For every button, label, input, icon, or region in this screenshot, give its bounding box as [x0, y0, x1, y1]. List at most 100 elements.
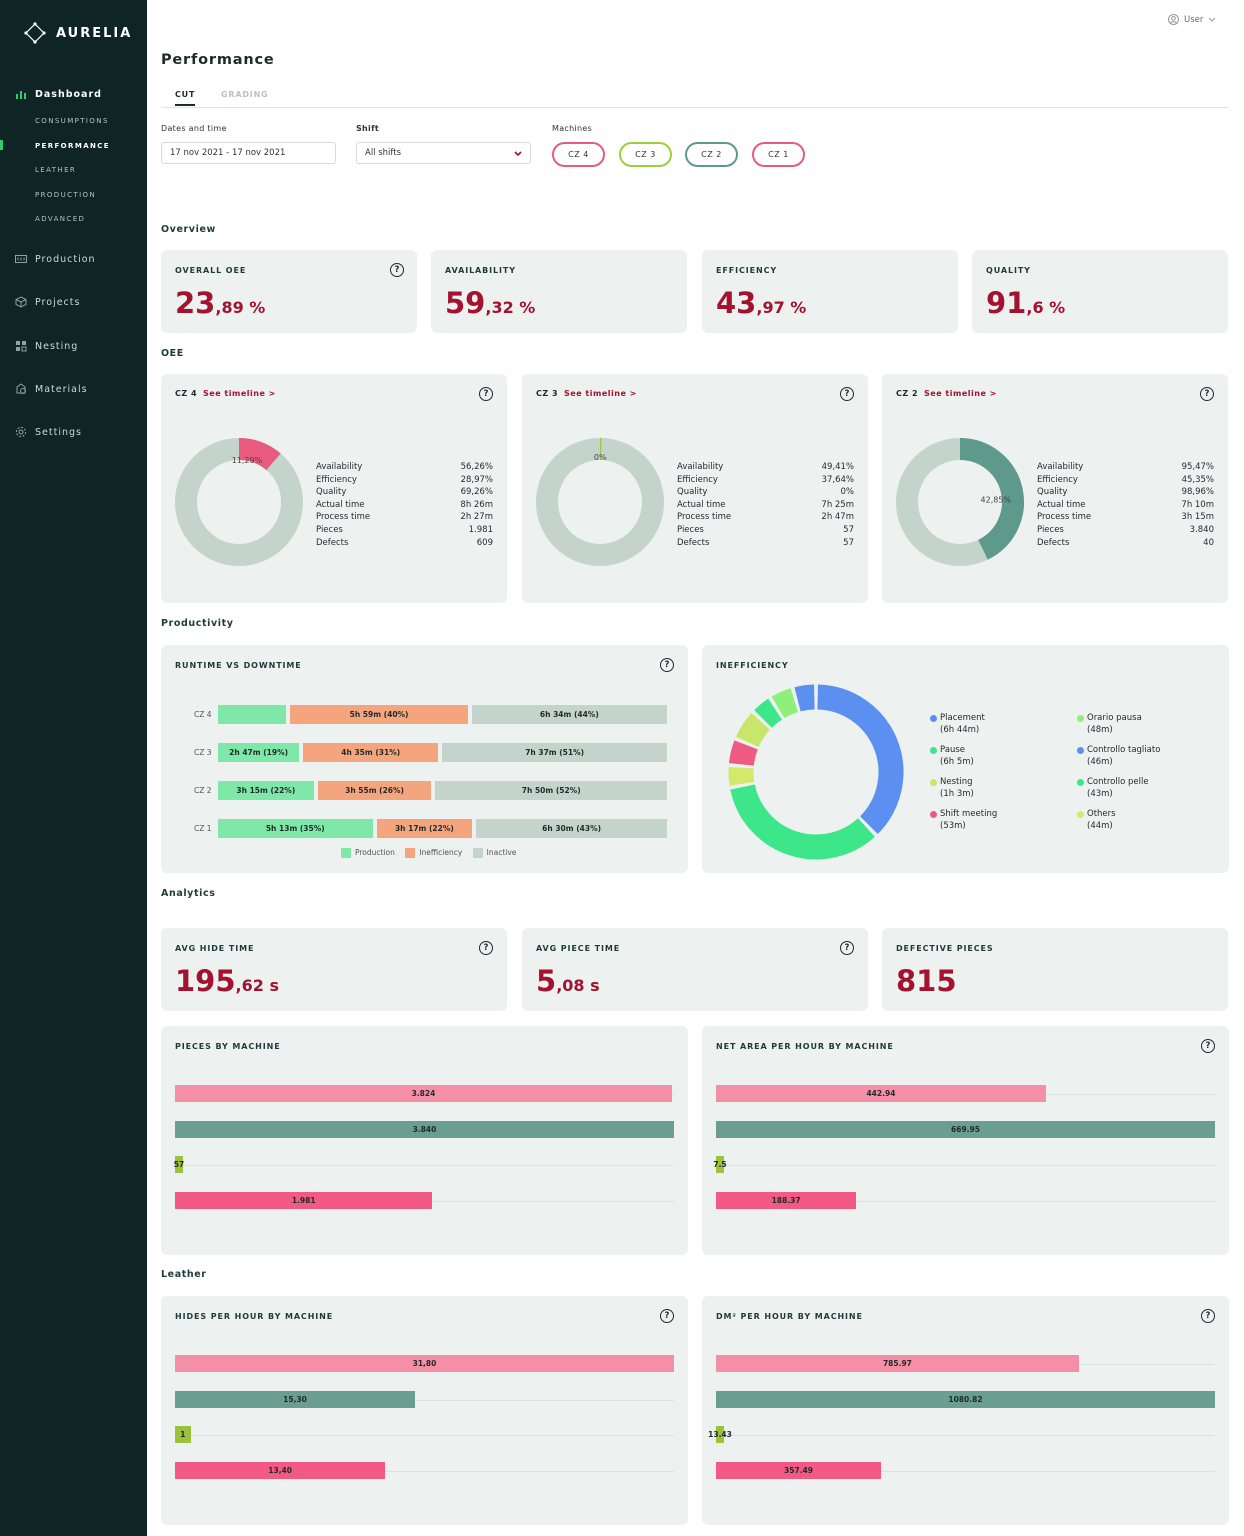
inefficiency-slice[interactable]: [816, 684, 904, 835]
bar-mark[interactable]: 669.95: [716, 1120, 1215, 1138]
stat-row: Quality 69,26%: [316, 486, 493, 499]
help-icon[interactable]: ?: [1200, 387, 1214, 401]
date-range-input[interactable]: 17 nov 2021 - 17 nov 2021: [161, 142, 336, 164]
inefficiency-slice[interactable]: [754, 698, 783, 729]
oee-card-header: CZ 4 See timeline >: [175, 389, 276, 398]
bar-mark[interactable]: 1: [175, 1426, 191, 1443]
legend-dot: [1077, 715, 1084, 722]
stat-row: Actual time 7h 10m: [1037, 499, 1214, 512]
bar-mark[interactable]: 31,80: [175, 1355, 674, 1372]
runtime-segment-inactive[interactable]: 7h 50m (52%): [435, 781, 667, 800]
runtime-segment-production[interactable]: 3h 15m (22%): [218, 781, 314, 800]
bar-mark[interactable]: 13,40: [175, 1461, 386, 1479]
runtime-segment-inefficiency[interactable]: 4h 35m (31%): [303, 743, 439, 762]
runtime-title: RUNTIME VS DOWNTIME: [175, 661, 302, 670]
inefficiency-legend-item: Shift meeting (53m): [930, 808, 997, 832]
runtime-segment-inefficiency[interactable]: 5h 59m (40%): [290, 705, 468, 724]
bar-mark[interactable]: 15,30: [175, 1390, 416, 1408]
bar-mark[interactable]: 1.981: [175, 1191, 433, 1209]
legend-label: Inefficiency: [419, 848, 463, 857]
tab-grading[interactable]: GRADING: [221, 90, 269, 99]
stat-value: 40: [1203, 537, 1214, 548]
bar-mark[interactable]: 785.97: [716, 1355, 1079, 1372]
machine-filter-pill[interactable]: CZ 1: [752, 142, 805, 167]
tab-cut[interactable]: CUT: [175, 90, 196, 106]
runtime-segment-inefficiency[interactable]: 3h 55m (26%): [317, 781, 432, 800]
help-icon[interactable]: ?: [1201, 1039, 1215, 1053]
stat-label: Defects: [316, 537, 349, 548]
stat-value: 28,97%: [460, 474, 493, 485]
runtime-segment-inactive[interactable]: 6h 30m (43%): [476, 819, 667, 838]
logo[interactable]: AURELIA: [24, 22, 132, 44]
see-timeline-link[interactable]: See timeline >: [564, 389, 637, 398]
bar-mark[interactable]: 13.43: [708, 1426, 732, 1443]
see-timeline-link[interactable]: See timeline >: [203, 389, 276, 398]
runtime-segment-inactive[interactable]: 6h 34m (44%): [471, 705, 667, 724]
runtime-row-label: CZ 3: [194, 748, 212, 757]
legend-dot: [930, 715, 937, 722]
oee-donut: 42,85%: [896, 438, 1024, 566]
oee-stats: Availability 49,41% Efficiency 37,64% Qualit…: [677, 461, 854, 549]
stat-row: Process time 2h 47m: [677, 511, 854, 524]
bar-mark[interactable]: 3.840: [175, 1120, 674, 1138]
stat-label: Actual time: [316, 499, 365, 510]
help-icon[interactable]: ?: [840, 941, 854, 955]
stat-row: Pieces 1.981: [316, 524, 493, 537]
sidebar-sub-advanced[interactable]: ADVANCED: [35, 215, 86, 223]
sidebar-item-nesting[interactable]: Nesting: [0, 335, 147, 357]
kpi-card: OVERALL OEE? 23,89 %: [161, 250, 417, 333]
section-leather: Leather: [161, 1269, 207, 1280]
bar-baseline: [716, 1435, 1215, 1436]
inefficiency-slice[interactable]: [728, 740, 758, 767]
shift-select[interactable]: All shifts: [356, 142, 531, 164]
see-timeline-link[interactable]: See timeline >: [924, 389, 997, 398]
sidebar-item-settings[interactable]: Settings: [0, 421, 147, 443]
inefficiency-slice[interactable]: [730, 784, 875, 860]
machine-filter-pill[interactable]: CZ 2: [685, 142, 738, 167]
sidebar-item-projects[interactable]: Projects: [0, 291, 147, 313]
bar-mark[interactable]: 1080.82: [716, 1390, 1215, 1408]
user-menu[interactable]: User: [1168, 14, 1216, 25]
kpi-label: QUALITY: [986, 266, 1031, 275]
runtime-row-label: CZ 1: [194, 824, 212, 833]
bar-mark[interactable]: 357.49: [716, 1461, 882, 1479]
machine-filter-pill[interactable]: CZ 3: [619, 142, 672, 167]
sidebar-item-materials[interactable]: Materials: [0, 378, 147, 400]
runtime-segment-inactive[interactable]: 7h 37m (51%): [442, 743, 667, 762]
sidebar-sub-performance[interactable]: PERFORMANCE: [0, 140, 110, 150]
tab-bar: CUT GRADING: [161, 86, 1229, 108]
kpi-label: AVAILABILITY: [445, 266, 516, 275]
kpi-value: 5,08 s: [536, 964, 600, 998]
inefficiency-legend-item: Controllo pelle (43m): [1077, 776, 1149, 800]
sidebar-sub-consumptions[interactable]: CONSUMPTIONS: [35, 117, 109, 125]
sidebar-sub-production[interactable]: PRODUCTION: [35, 191, 97, 199]
stat-value: 609: [476, 537, 493, 548]
help-icon[interactable]: ?: [390, 263, 404, 277]
bar-mark[interactable]: 7.5: [713, 1156, 727, 1173]
help-icon[interactable]: ?: [660, 1309, 674, 1323]
bar-mark[interactable]: 3.824: [175, 1085, 672, 1102]
bar-mark[interactable]: 57: [174, 1156, 184, 1173]
runtime-segment-production[interactable]: [218, 705, 287, 724]
legend-swatch-production: [341, 848, 351, 858]
inefficiency-slice[interactable]: [794, 684, 815, 712]
legend-label: Others: [1087, 809, 1116, 819]
help-icon[interactable]: ?: [479, 941, 493, 955]
runtime-segment-inefficiency[interactable]: 3h 17m (22%): [376, 819, 473, 838]
runtime-segment-production[interactable]: 5h 13m (35%): [218, 819, 373, 838]
machine-filter-pill[interactable]: CZ 4: [552, 142, 605, 167]
bar-mark[interactable]: 188.37: [716, 1191, 857, 1209]
help-icon[interactable]: ?: [1201, 1309, 1215, 1323]
inefficiency-slice[interactable]: [728, 767, 755, 786]
runtime-segment-production[interactable]: 2h 47m (19%): [218, 743, 300, 762]
help-icon[interactable]: ?: [479, 387, 493, 401]
sidebar-item-dashboard[interactable]: Dashboard: [0, 83, 147, 105]
help-icon[interactable]: ?: [840, 387, 854, 401]
sidebar-sub-leather[interactable]: LEATHER: [35, 166, 77, 174]
inefficiency-slice[interactable]: [771, 688, 799, 719]
sidebar-item-production[interactable]: Production: [0, 248, 147, 270]
stat-row: Actual time 8h 26m: [316, 499, 493, 512]
inefficiency-slice[interactable]: [735, 712, 771, 748]
help-icon[interactable]: ?: [660, 658, 674, 672]
bar-mark[interactable]: 442.94: [716, 1085, 1046, 1102]
